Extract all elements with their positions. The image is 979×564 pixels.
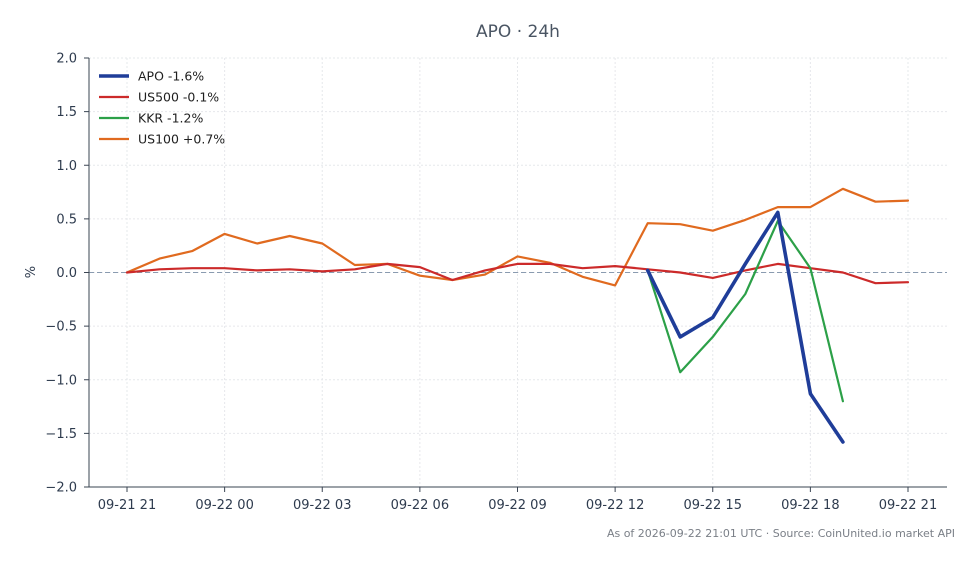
x-tick-label: 09-22 18 (781, 498, 839, 513)
y-tick-label: 1.0 (56, 159, 77, 174)
y-tick-label: 0.5 (56, 212, 77, 227)
legend-label: US500 -0.1% (138, 90, 219, 105)
series-line-0 (645, 210, 845, 444)
x-ticks: 09-21 21 09-22 00 09-22 03 09-22 06 09-22 09… (98, 487, 937, 513)
y-tick-label: −2.0 (45, 481, 77, 496)
footer-source: As of 2026-09-22 21:01 UTC · Source: Coi… (607, 527, 955, 540)
legend-label: APO -1.6% (138, 69, 204, 84)
x-tick-label: 09-22 21 (879, 498, 937, 513)
legend-label: KKR -1.2% (138, 111, 203, 126)
x-tick-label: 09-22 15 (684, 498, 742, 513)
x-tick-label: 09-22 00 (195, 498, 253, 513)
x-tick-label: 09-22 12 (586, 498, 644, 513)
series-line-2 (646, 219, 845, 403)
chart-title: APO · 24h (476, 22, 560, 42)
y-ticks: 2.0 1.5 1.0 0.5 0.0 −0.5 −1.0 −1.5 −2.0 (45, 52, 89, 496)
y-tick-label: −1.5 (45, 427, 77, 442)
x-tick-label: 09-22 03 (293, 498, 351, 513)
y-tick-label: 0.0 (56, 266, 77, 281)
x-tick-label: 09-22 06 (391, 498, 449, 513)
series-line-3 (125, 187, 910, 287)
y-tick-label: −1.0 (45, 373, 77, 388)
y-tick-label: −0.5 (45, 320, 77, 335)
legend-label: US100 +0.7% (138, 132, 225, 147)
y-axis-label: % (24, 266, 39, 278)
grid (89, 57, 947, 488)
y-tick-label: 1.5 (56, 105, 77, 120)
y-tick-label: 2.0 (56, 52, 77, 67)
x-tick-label: 09-21 21 (98, 498, 156, 513)
series-lines (125, 187, 910, 444)
x-tick-label: 09-22 09 (488, 498, 546, 513)
series-line-1 (125, 262, 910, 285)
legend: APO -1.6% US500 -0.1% KKR -1.2% US100 +0.7% (99, 69, 225, 147)
